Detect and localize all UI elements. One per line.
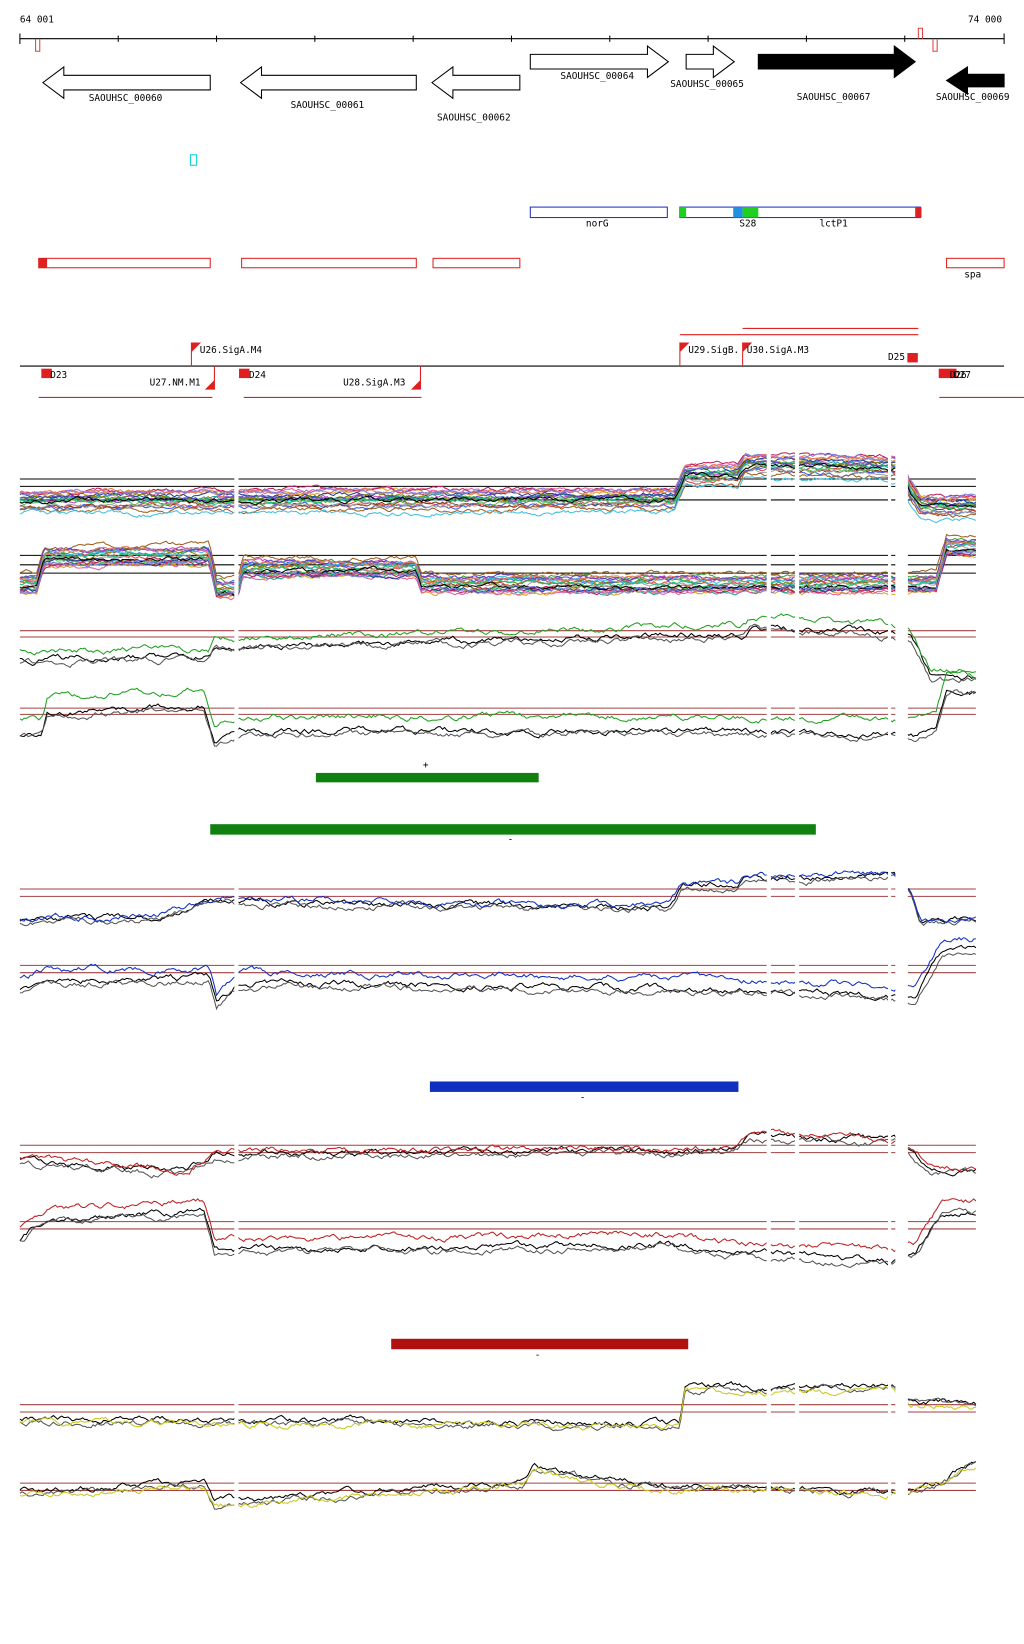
gene-label: SAOUHSC_00069 [936,92,1010,103]
signal-line [19,533,976,579]
signal-line [19,613,977,674]
promoter-label: U28.SigA.M3 [343,377,405,388]
ruler-start: 64 001 [20,14,54,25]
signal-line [19,1198,977,1253]
gene-label: SAOUHSC_00065 [670,79,744,90]
terminator-label: D24 [249,370,266,381]
signal-line [19,689,977,744]
bar-label: - [580,1093,586,1104]
gap [766,449,771,1538]
strand-bar [391,1338,689,1350]
strand-bar [210,824,816,835]
gap [895,449,908,1538]
promoter-label: U29.SigB. [688,345,739,356]
signal-line [19,624,977,681]
signal-line [19,1461,976,1510]
promoter-label: U27.NM.M1 [150,377,201,388]
signal-line [19,1460,977,1502]
feature-label: S28 [739,218,756,229]
signal-line [19,944,977,1002]
promoter-label: U30.SigA.M3 [747,345,809,356]
signal-line [19,936,976,997]
ruler-marks [35,27,938,52]
gene-label: SAOUHSC_00062 [437,113,511,124]
feature-label: lctP1 [819,218,848,229]
signal-line [19,476,977,524]
signal-line [19,1131,977,1177]
signal-line [19,952,977,1011]
gap [234,449,239,1538]
signal-line [19,670,977,728]
ruler-end: 74 000 [968,14,1002,25]
gap [888,449,892,1538]
signal-line [19,1467,977,1509]
feature-label: spa [964,270,981,281]
gene-label: SAOUHSC_00060 [89,93,163,104]
feature-boxes [38,206,1005,269]
signal-line [19,540,976,591]
signal-line [19,871,977,924]
gene-arrows [42,44,1005,100]
signal-line [19,541,977,589]
feature-label: norG [586,218,609,229]
signal-line [19,870,977,924]
gene-label: SAOUHSC_00064 [560,71,634,82]
signal-line [19,462,976,508]
signal-line [19,1385,976,1431]
terminator-label: D23 [50,370,67,381]
signal-line [19,1207,976,1266]
signal-line [19,470,976,519]
signal-line [19,540,977,587]
signal-tracks [19,449,977,1538]
bar-label: + [423,760,429,771]
signal-line [19,456,977,505]
signal-line [19,689,977,747]
signal-line [19,1134,977,1179]
gap [794,449,800,1538]
strand-bar [315,772,539,783]
bar-label: - [508,834,514,845]
promoter-label: U26.SigA.M4 [200,345,263,356]
gene-label: SAOUHSC_00061 [291,100,365,111]
gene-label: SAOUHSC_00067 [797,92,871,103]
signal-line [19,623,977,684]
strand-bar [429,1081,739,1092]
signal-line [19,550,976,596]
terminator-label: D25 [888,352,905,363]
signal-line [19,452,977,501]
terminator-label: D26 [950,370,967,381]
small-feature [189,154,198,166]
signal-line [19,1128,977,1176]
signal-line [19,551,976,599]
bar-label: - [535,1350,541,1361]
terminator-label: D27 [954,370,971,381]
regulatory-marks [38,327,1024,398]
signal-line [19,874,977,927]
ruler-ticks [19,33,1005,44]
signal-line [19,548,977,597]
signal-line [19,1207,977,1269]
